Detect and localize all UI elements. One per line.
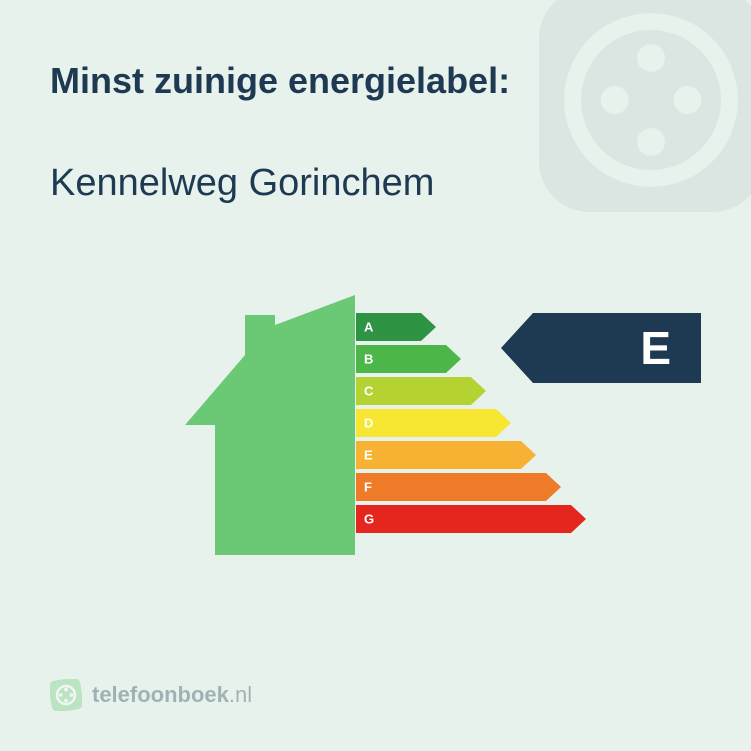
energy-bar-label: B xyxy=(364,352,373,367)
brand-text: telefoonboek.nl xyxy=(92,682,252,708)
house-icon xyxy=(185,295,355,555)
energy-bar-label: D xyxy=(364,416,373,431)
energy-bar-label: A xyxy=(364,320,373,335)
footer-brand: telefoonboek.nl xyxy=(50,679,252,711)
energy-label-chart: A B C D E F G E xyxy=(50,285,701,565)
energy-bar-label: G xyxy=(364,512,374,527)
rating-badge: E xyxy=(501,313,701,383)
page-title: Minst zuinige energielabel: xyxy=(50,60,701,102)
rating-letter: E xyxy=(640,321,671,375)
energy-bar-label: C xyxy=(364,384,373,399)
page-subtitle: Kennelweg Gorinchem xyxy=(50,162,701,205)
brand-icon xyxy=(50,679,82,711)
energy-bar-label: E xyxy=(364,448,373,463)
brand-name: telefoonboek xyxy=(92,682,229,707)
brand-tld: .nl xyxy=(229,682,252,707)
energy-bar-label: F xyxy=(364,480,372,495)
